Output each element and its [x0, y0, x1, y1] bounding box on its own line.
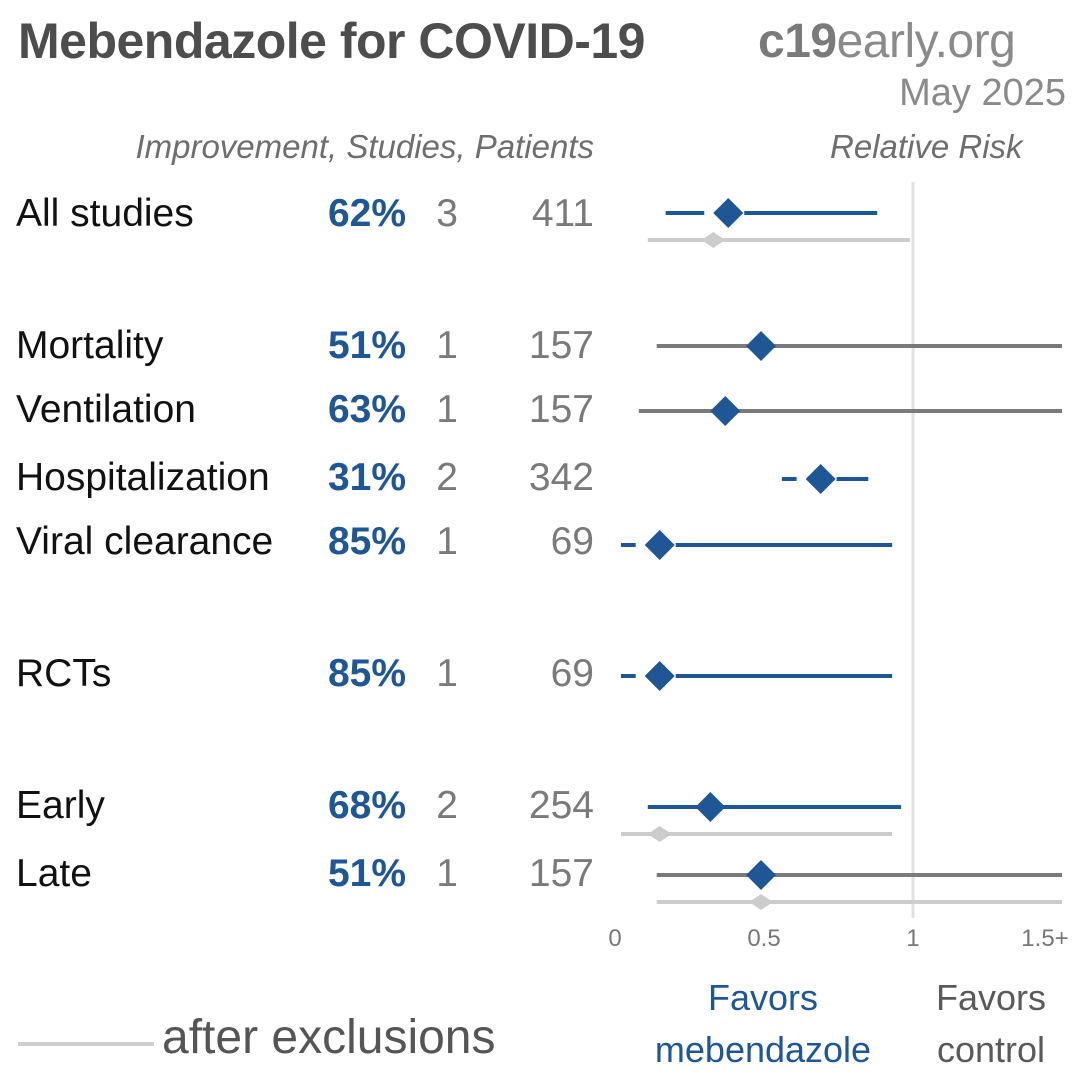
publish-date: May 2025 — [899, 72, 1066, 114]
row-ventilation: Ventilation 63% 1 157 — [0, 388, 620, 438]
point-after-exclusions — [647, 826, 672, 842]
columns-header: Improvement, Studies, Patients — [135, 128, 594, 165]
row-patients: 157 — [528, 324, 594, 367]
point-estimate-diamond — [746, 860, 777, 890]
favors-drug-line1: Favors — [707, 977, 819, 1018]
point-estimate-diamond — [805, 464, 836, 494]
row-label: Late — [16, 852, 92, 895]
row-improvement: 51% — [327, 324, 406, 367]
page-title: Mebendazole for COVID-19 — [18, 13, 646, 69]
row-improvement: 85% — [327, 652, 406, 695]
favors-mebendazole-label: Favors mebendazole — [648, 972, 878, 1076]
x-tick-label: 0.5 — [747, 925, 780, 952]
favors-control-line2: control — [936, 1029, 1046, 1070]
row-label: Early — [16, 784, 105, 827]
relative-risk-header: Relative Risk — [830, 128, 1023, 165]
row-label: Hospitalization — [16, 456, 270, 499]
row-studies: 1 — [436, 652, 458, 695]
favors-control-line1: Favors — [935, 977, 1047, 1018]
point-estimate-diamond — [713, 198, 744, 228]
row-rcts: RCTs 85% 1 69 — [0, 652, 620, 702]
row-patients: 69 — [550, 652, 594, 695]
point-estimate-diamond — [710, 396, 741, 426]
row-studies: 2 — [436, 784, 458, 827]
row-late: Late 51% 1 157 — [0, 852, 620, 902]
row-improvement: 68% — [327, 784, 406, 827]
row-all-studies: All studies 62% 3 411 — [0, 192, 620, 242]
point-estimate-diamond — [644, 530, 675, 560]
row-studies: 3 — [436, 192, 458, 235]
row-viral-clearance: Viral clearance 85% 1 69 — [0, 520, 620, 570]
row-label: All studies — [16, 192, 194, 235]
point-after-exclusions — [749, 894, 774, 910]
favors-control-label: Favors control — [906, 972, 1076, 1076]
row-improvement: 62% — [327, 192, 406, 235]
row-patients: 69 — [550, 520, 594, 563]
row-studies: 2 — [436, 456, 458, 499]
x-tick-label: 1 — [906, 925, 919, 952]
legend-after-exclusions-label: after exclusions — [162, 1011, 496, 1064]
row-early: Early 68% 2 254 — [0, 784, 620, 834]
point-estimate-diamond — [746, 331, 777, 361]
row-label: RCTs — [16, 652, 112, 695]
row-patients: 342 — [528, 456, 594, 499]
x-tick-label: 1.5+ — [1021, 925, 1068, 952]
legend-after-exclusions-line — [18, 1042, 154, 1046]
favors-drug-line2: mebendazole — [654, 1029, 872, 1070]
row-patients: 157 — [528, 852, 594, 895]
row-improvement: 63% — [327, 388, 406, 431]
row-improvement: 31% — [327, 456, 406, 499]
row-studies: 1 — [436, 520, 458, 563]
row-studies: 1 — [436, 324, 458, 367]
row-improvement: 51% — [327, 852, 406, 895]
row-label: Viral clearance — [16, 520, 274, 563]
row-patients: 411 — [531, 192, 594, 235]
site-brand[interactable]: c19early.org — [758, 14, 1016, 69]
brand-bold: c19 — [758, 15, 837, 68]
point-after-exclusions — [701, 232, 726, 248]
brand-rest: early.org — [836, 15, 1016, 68]
row-studies: 1 — [436, 388, 458, 431]
row-patients: 254 — [528, 784, 594, 827]
point-estimate-diamond — [695, 792, 726, 822]
row-label: Mortality — [16, 324, 164, 367]
row-studies: 1 — [436, 852, 458, 895]
row-mortality: Mortality 51% 1 157 — [0, 324, 620, 374]
x-tick-label: 0 — [608, 925, 621, 952]
point-estimate-diamond — [644, 661, 675, 691]
row-label: Ventilation — [16, 388, 196, 431]
row-patients: 157 — [528, 388, 594, 431]
row-improvement: 85% — [327, 520, 406, 563]
row-hospitalization: Hospitalization 31% 2 342 — [0, 456, 620, 506]
